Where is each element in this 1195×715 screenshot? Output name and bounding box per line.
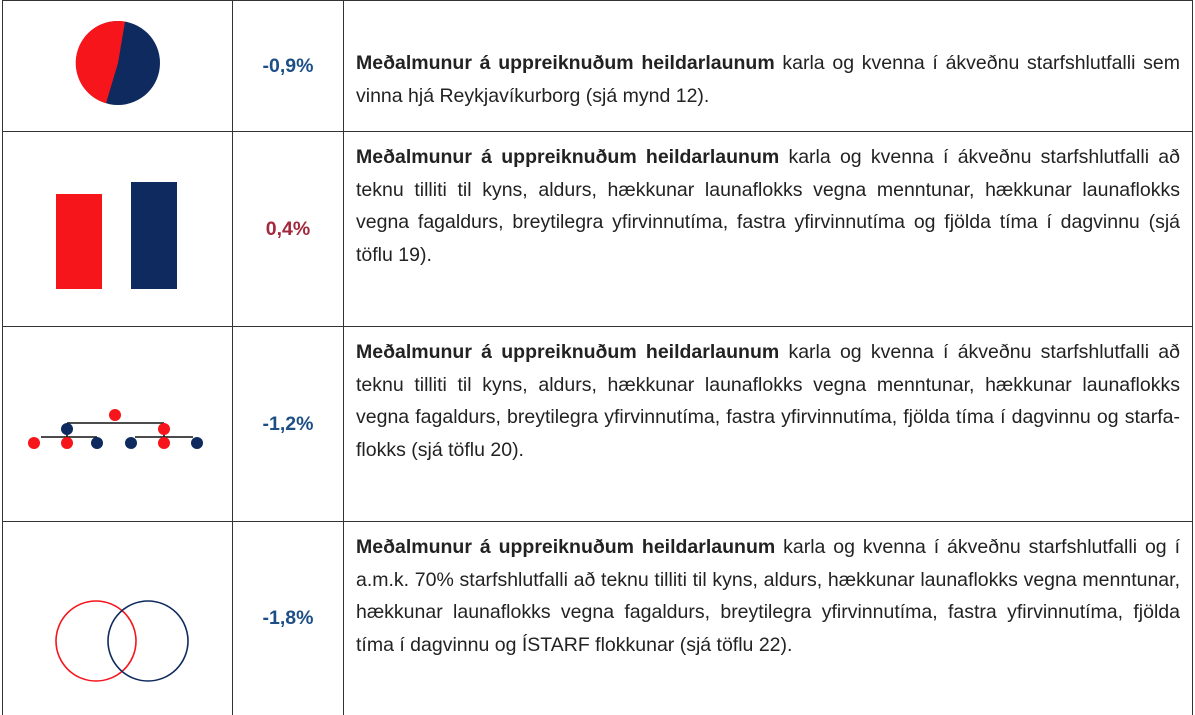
value: 0,4% [232,131,344,327]
icon-cell [2,0,233,132]
venn-icon [55,600,189,683]
description: Meðalmunur á uppreiknuðum heildarlaunum … [343,131,1193,327]
description: Meðalmunur á uppreiknuðum heildarlaunum … [343,326,1193,522]
bar-icon [56,182,177,289]
row: -1,8% Meðalmunur á uppreiknuðum heildarl… [2,521,1193,715]
icon-cell [2,521,233,715]
bold-lead: Meðalmunur á uppreiknuðum heildarlaunum [356,536,776,558]
description-text: karla og kvenna í ákveðnu starfshlutfall… [356,341,1180,461]
pie-icon [75,20,160,105]
bold-lead: Meðalmunur á uppreiknuðum heildarlaunum [356,52,775,74]
value: -1,8% [232,521,344,715]
description: Meðalmunur á uppreiknuðum heildarlaunum … [343,0,1193,132]
tree-icon [28,409,203,449]
description-text: karla og kvenna í ákveðnu starfshlutfall… [356,536,1180,656]
row: -1,2% Meðalmunur á uppreiknuðum heildarl… [2,326,1193,522]
value: -1,2% [232,326,344,522]
description-text: karla og kvenna í ákveðnu starfshlutfall… [356,52,1180,107]
icon-cell [2,131,233,327]
description: Meðalmunur á uppreiknuðum heildarlaunum … [343,521,1193,715]
bold-lead: Meðalmunur á uppreiknuðum heildarlaunum [356,341,780,363]
row: -0,9% Meðalmunur á uppreiknuðum heildarl… [2,0,1193,132]
bold-lead: Meðalmunur á uppreiknuðum heildarlaunum [356,146,780,168]
description-text: karla og kvenna í ákveðnu starfshlutfall… [356,146,1180,266]
row: 0,4% Meðalmunur á uppreiknuðum heildarla… [2,131,1193,327]
icon-cell [2,326,233,522]
value: -0,9% [232,0,344,132]
